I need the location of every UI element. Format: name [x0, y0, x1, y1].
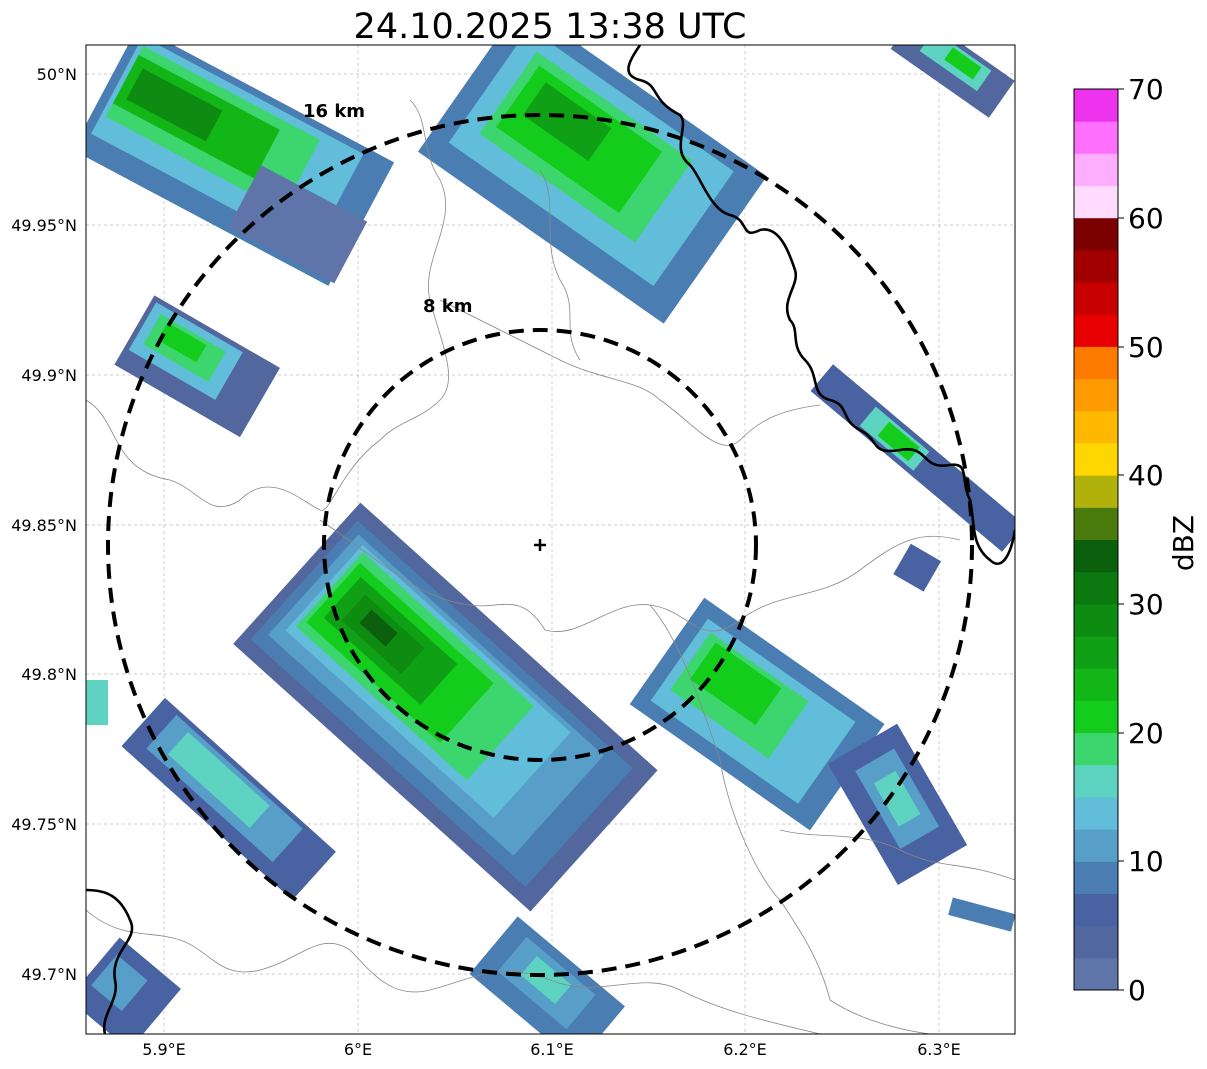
y-tick-label: 50°N [37, 65, 77, 84]
echo-cell-northwest [86, 45, 395, 286]
colorbar-cells [1074, 89, 1118, 991]
precipitation-echoes [86, 45, 1015, 1034]
colorbar-cell [1074, 475, 1118, 508]
colorbar-cell [1074, 893, 1118, 927]
colorbar-cell [1074, 378, 1118, 412]
y-tick-label: 49.95°N [11, 216, 77, 235]
colorbar-cell [1074, 346, 1118, 380]
echo-cell-far-east [827, 723, 968, 885]
colorbar-tick-label: 20 [1128, 717, 1164, 750]
range-ring-16km [106, 113, 974, 977]
radar-site-marker [534, 539, 546, 551]
colorbar-tick-label: 0 [1128, 974, 1146, 1007]
colorbar-cell [1074, 603, 1118, 637]
ring-label-8km: 8 km [423, 296, 473, 317]
x-tick-label: 6.2°E [723, 1040, 767, 1059]
echo-cell-southeast [629, 597, 885, 831]
colorbar-tick-label: 10 [1128, 845, 1164, 878]
colorbar-label: dBZ [1167, 515, 1200, 571]
colorbar-cell [1074, 829, 1118, 862]
colorbar-cell [1074, 121, 1118, 154]
colorbar-tick-label: 30 [1128, 588, 1164, 621]
echo-blob-west-edge [86, 680, 108, 725]
echo-band-central [233, 502, 658, 912]
colorbar-cell [1074, 442, 1118, 476]
colorbar-frame [1073, 88, 1119, 991]
echo-cell-north [417, 45, 767, 324]
x-tick-label: 5.9°E [142, 1040, 186, 1059]
colorbar-tick-label: 60 [1128, 202, 1164, 235]
echo-blob-southeast [948, 897, 1015, 932]
ring-label-16km: 16 km [303, 101, 365, 122]
colorbar-cell [1074, 925, 1118, 959]
y-tick-label: 49.85°N [11, 516, 77, 535]
colorbar-tick-label: 40 [1128, 459, 1164, 492]
x-tick-label: 6.1°E [530, 1040, 574, 1059]
colorbar-cell [1074, 636, 1118, 669]
colorbar-cell [1074, 668, 1118, 701]
y-tick-label: 49.7°N [21, 965, 77, 984]
colorbar-cell [1074, 185, 1118, 219]
admin-boundaries [86, 99, 1015, 1034]
colorbar-cell [1074, 957, 1118, 991]
y-axis-ticks: 50°N 49.95°N 49.9°N 49.85°N 49.8°N 49.75… [11, 65, 77, 984]
colorbar-cell [1074, 732, 1118, 766]
colorbar-cell [1074, 539, 1118, 573]
colorbar-cell [1074, 282, 1118, 315]
colorbar-cell [1074, 153, 1118, 187]
range-rings [106, 113, 974, 977]
echo-cell-southwest-corner [86, 937, 181, 1034]
x-tick-label: 6.3°E [917, 1040, 961, 1059]
x-tick-label: 6°E [344, 1040, 372, 1059]
plot-frame [85, 44, 1016, 1035]
echo-cell-south [469, 916, 625, 1034]
plot-area [86, 45, 1015, 1034]
colorbar-cell [1074, 89, 1118, 122]
y-tick-label: 49.75°N [11, 815, 77, 834]
colorbar: 0 10 20 30 40 50 60 70 dBZ [1073, 73, 1200, 1007]
map-title: 24.10.2025 13:38 UTC [354, 7, 747, 47]
x-axis-ticks: 5.9°E 6°E 6.1°E 6.2°E 6.3°E [142, 1040, 961, 1059]
colorbar-cell [1074, 571, 1118, 605]
colorbar-ticks: 0 10 20 30 40 50 60 70 [1118, 73, 1164, 1007]
echo-blob-east [893, 543, 942, 592]
colorbar-cell [1074, 314, 1118, 347]
echo-cell-west [114, 295, 280, 438]
echo-cell-southwest [121, 697, 336, 901]
colorbar-cell [1074, 796, 1118, 830]
colorbar-cell [1074, 507, 1118, 540]
colorbar-cell [1074, 764, 1118, 798]
colorbar-cell [1074, 249, 1118, 283]
y-tick-label: 49.9°N [21, 366, 77, 385]
colorbar-cell [1074, 861, 1118, 894]
colorbar-tick-label: 70 [1128, 73, 1164, 106]
echo-cell-northeast [890, 45, 1015, 118]
colorbar-cell [1074, 700, 1118, 734]
colorbar-tick-label: 50 [1128, 331, 1164, 364]
y-tick-label: 49.8°N [21, 665, 77, 684]
colorbar-cell [1074, 217, 1118, 251]
range-ring-8km [322, 328, 758, 762]
colorbar-cell [1074, 410, 1118, 444]
